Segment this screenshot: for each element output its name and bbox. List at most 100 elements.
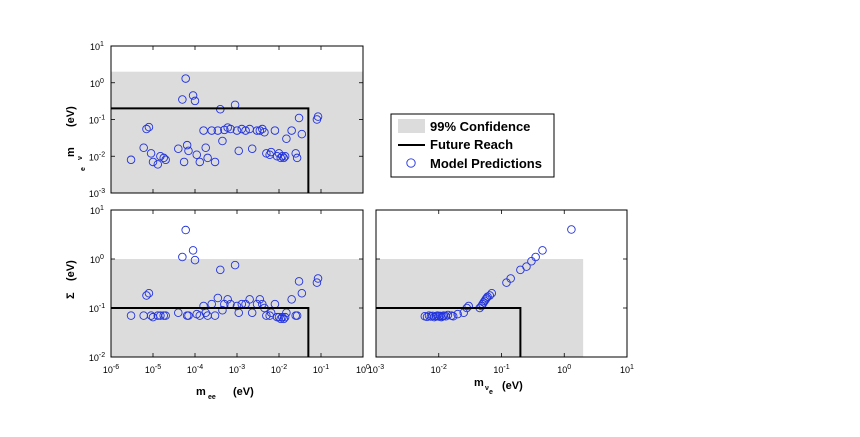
model-point (274, 312, 284, 322)
model-point (282, 134, 291, 143)
svg-text:(eV): (eV) (65, 260, 77, 281)
model-point (159, 311, 168, 320)
legend: 99% Confidence Future Reach Model Predic… (390, 113, 555, 178)
model-point (146, 149, 156, 158)
model-point (531, 252, 540, 262)
model-point (144, 288, 154, 298)
y-tick-label: 10-2 (89, 352, 105, 363)
model-point (201, 143, 210, 153)
model-point (279, 153, 289, 163)
model-point (159, 153, 168, 163)
model-point (287, 126, 296, 135)
model-point (276, 314, 285, 324)
x-tick-label: 10-1 (313, 364, 329, 375)
model-point (433, 311, 442, 320)
model-point (230, 260, 240, 270)
model-point (139, 143, 148, 153)
model-point (210, 311, 220, 320)
panel-bottom-left: 10-6 10-5 10-4 10-3 10-2 10-1 100 10-2 10-1 100 10… (89, 205, 370, 375)
model-point (255, 295, 265, 304)
svg-text:m: m (65, 147, 77, 157)
model-point (126, 311, 136, 320)
model-point (190, 255, 200, 265)
model-point (464, 301, 473, 311)
model-point (203, 153, 212, 163)
model-point (207, 126, 216, 135)
svg-text:ν: ν (77, 156, 84, 160)
model-point (312, 278, 322, 287)
model-point (213, 293, 223, 303)
model-point (184, 146, 193, 156)
x-tick-label: 10-2 (271, 364, 287, 375)
model-point (280, 312, 290, 322)
model-point (262, 311, 271, 320)
x-tick-label: 100 (557, 364, 571, 375)
x-tick-label: 10-4 (187, 364, 203, 375)
model-point (438, 311, 447, 321)
model-point (210, 157, 220, 167)
legend-confidence-swatch (398, 119, 425, 133)
x-tick-label: 10-3 (229, 364, 245, 375)
model-point (487, 288, 497, 298)
x-tick-label: 10-1 (493, 364, 509, 375)
y-tick-label: 101 (90, 41, 104, 52)
model-point (190, 96, 200, 106)
model-point (195, 157, 205, 167)
svg-text:(eV): (eV) (233, 386, 254, 398)
model-point (126, 155, 136, 165)
model-point (234, 146, 243, 156)
model-point (437, 312, 446, 322)
model-point (255, 126, 265, 135)
model-point (482, 293, 491, 303)
model-point (232, 301, 242, 311)
panel-bottom-right: 10-3 10-2 10-1 100 101 (368, 209, 634, 375)
model-point (270, 126, 280, 135)
model-point (287, 295, 296, 304)
legend-model-label: Model Predictions (430, 156, 542, 171)
model-point (443, 310, 453, 320)
model-point (161, 155, 170, 165)
axis-ticks: 10-3 10-2 10-1 100 101 (368, 209, 634, 375)
legend-reach-label: Future Reach (430, 137, 513, 152)
confidence-region (111, 71, 363, 193)
model-point (144, 122, 154, 132)
x-tick-label: 101 (620, 364, 634, 375)
x-tick-label: 10-3 (368, 364, 384, 375)
x-axis-label-right: m ν e (eV) (474, 377, 523, 396)
x-tick-label: 10-6 (103, 364, 119, 375)
model-point (181, 74, 190, 83)
y-tick-label: 101 (90, 205, 104, 216)
model-point (213, 126, 223, 135)
model-point (179, 157, 189, 167)
future-reach-line (376, 307, 522, 357)
x-tick-label: 10-2 (431, 364, 447, 375)
axis-ticks: 10-3 10-2 10-1 100 101 (89, 41, 364, 199)
svg-text:(eV): (eV) (502, 380, 523, 392)
model-point (153, 160, 163, 169)
model-point (218, 305, 227, 315)
model-point (313, 112, 323, 121)
model-point (280, 151, 290, 161)
y-tick-label: 10-1 (89, 303, 105, 314)
model-point (291, 149, 300, 158)
x-axis-label-left: m ee (eV) (196, 386, 254, 401)
svg-text:(eV): (eV) (65, 106, 77, 127)
model-point (232, 126, 242, 135)
model-points (126, 225, 323, 324)
model-point (297, 129, 307, 139)
svg-text:e: e (489, 389, 493, 396)
future-reach-line (111, 107, 310, 193)
y-tick-label: 100 (90, 78, 104, 89)
y-tick-label: 10-1 (89, 115, 105, 126)
legend-model-swatch (406, 158, 416, 168)
svg-text:m: m (196, 386, 206, 398)
model-point (188, 246, 198, 255)
model-point (142, 124, 151, 134)
model-point (146, 311, 156, 320)
model-point (297, 288, 307, 298)
model-point (174, 144, 183, 153)
model-point (485, 291, 495, 300)
svg-text:ee: ee (208, 394, 216, 401)
legend-confidence-label: 99% Confidence (430, 119, 530, 134)
